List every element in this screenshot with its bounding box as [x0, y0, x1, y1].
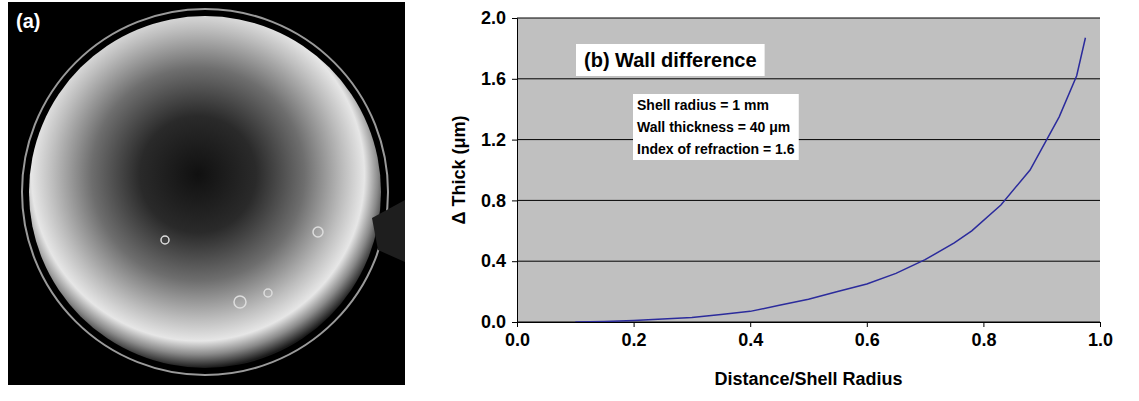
tick-label: 0.4 [738, 330, 763, 350]
series-group [575, 38, 1085, 322]
tick-label: 1.2 [481, 130, 506, 150]
data-line [575, 38, 1085, 322]
image-panel: (a) [8, 2, 405, 385]
axis-line [518, 323, 1101, 328]
tick: 0.8 [481, 191, 517, 211]
tick-label: 1.0 [1088, 330, 1113, 350]
defect [161, 236, 169, 244]
tick-mark [750, 322, 751, 327]
annotation-background [633, 94, 799, 160]
tick-mark [983, 322, 984, 327]
tick: 0.8 [971, 322, 996, 350]
tick-label: 0.8 [481, 191, 506, 211]
annotation: Index of refraction = 1.6 [637, 141, 795, 157]
tick-label: 0.0 [505, 330, 530, 350]
tick-mark [867, 322, 868, 327]
shell-outer-rim [22, 9, 388, 375]
tick: 0.6 [855, 322, 880, 350]
tick: 0.0 [505, 322, 530, 350]
defect [313, 227, 323, 237]
tick-mark [512, 322, 517, 323]
annotation: Wall thickness = 40 μm [637, 119, 790, 135]
figure: (a) 0.0 0.2 0.4 0.6 0.8 1.0 0.0 0.4 0.8 1.2 1.6 2.0 D… [0, 0, 1139, 401]
photo-background [8, 2, 405, 385]
tick-label: 0.8 [971, 330, 996, 350]
annotation-box: Shell radius = 1 mm Wall thickness = 40 μ… [633, 94, 799, 160]
tick-mark [634, 322, 635, 327]
annotation: Shell radius = 1 mm [637, 97, 769, 113]
tick-label: 0.0 [481, 312, 506, 332]
tick-label: 0.6 [855, 330, 880, 350]
chart-panel: 0.0 0.2 0.4 0.6 0.8 1.0 0.0 0.4 0.8 1.2 1.6 2.0 Dist… [449, 8, 1113, 389]
grid-line [517, 261, 1100, 262]
defect [234, 296, 246, 308]
tick: 0.4 [481, 251, 517, 271]
tick: 0.0 [481, 312, 517, 332]
tick-label: 0.4 [481, 251, 506, 271]
x-axis-title: Distance/Shell Radius [714, 369, 902, 389]
chart-title: (b) Wall difference [584, 49, 757, 71]
tick: 2.0 [481, 8, 517, 28]
grid-line [517, 18, 1100, 19]
tick-mark [512, 261, 517, 262]
grid [517, 18, 1100, 322]
tick-label: 0.2 [622, 330, 647, 350]
tick: 1.0 [1088, 322, 1113, 350]
tick: 0.4 [738, 322, 763, 350]
y-axis: 0.0 0.4 0.8 1.2 1.6 2.0 [481, 8, 518, 332]
tick-mark [512, 200, 517, 201]
x-axis: 0.0 0.2 0.4 0.6 0.8 1.0 [505, 322, 1113, 350]
defect [264, 289, 272, 297]
grid-line [517, 200, 1100, 201]
tick-mark [1100, 322, 1101, 327]
axis-line [512, 19, 518, 323]
shell [29, 16, 381, 368]
tick: 1.6 [481, 69, 517, 89]
grid-line [517, 78, 1100, 79]
tick: 1.2 [481, 130, 517, 150]
title-box: (b) Wall difference [576, 44, 765, 76]
tick-mark [512, 18, 517, 19]
tick-label: 2.0 [481, 8, 506, 28]
grid-line [517, 139, 1100, 140]
tick-mark [512, 79, 517, 80]
tick: 0.2 [622, 322, 647, 350]
plot-background [517, 18, 1100, 322]
tick-mark [512, 140, 517, 141]
title-background [576, 44, 765, 76]
tick-label: 1.6 [481, 69, 506, 89]
panel-label: (a) [16, 10, 40, 32]
y-axis-title: Δ Thick (μm) [449, 116, 469, 225]
stalk [372, 200, 405, 262]
